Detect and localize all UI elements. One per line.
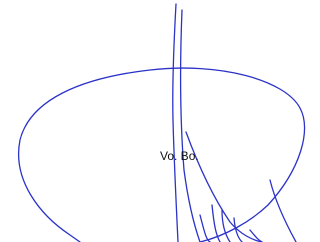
signature-loop: [200, 108, 305, 242]
signature-image: Vo. Bo.: [0, 0, 315, 242]
signature-text: Vo. Bo.: [160, 149, 199, 163]
signature-stroke: [200, 205, 242, 242]
signature-stroke: [181, 10, 200, 242]
signature-strokes: [0, 0, 315, 242]
signature-stroke: [250, 180, 296, 242]
signature-stroke: [173, 4, 178, 242]
